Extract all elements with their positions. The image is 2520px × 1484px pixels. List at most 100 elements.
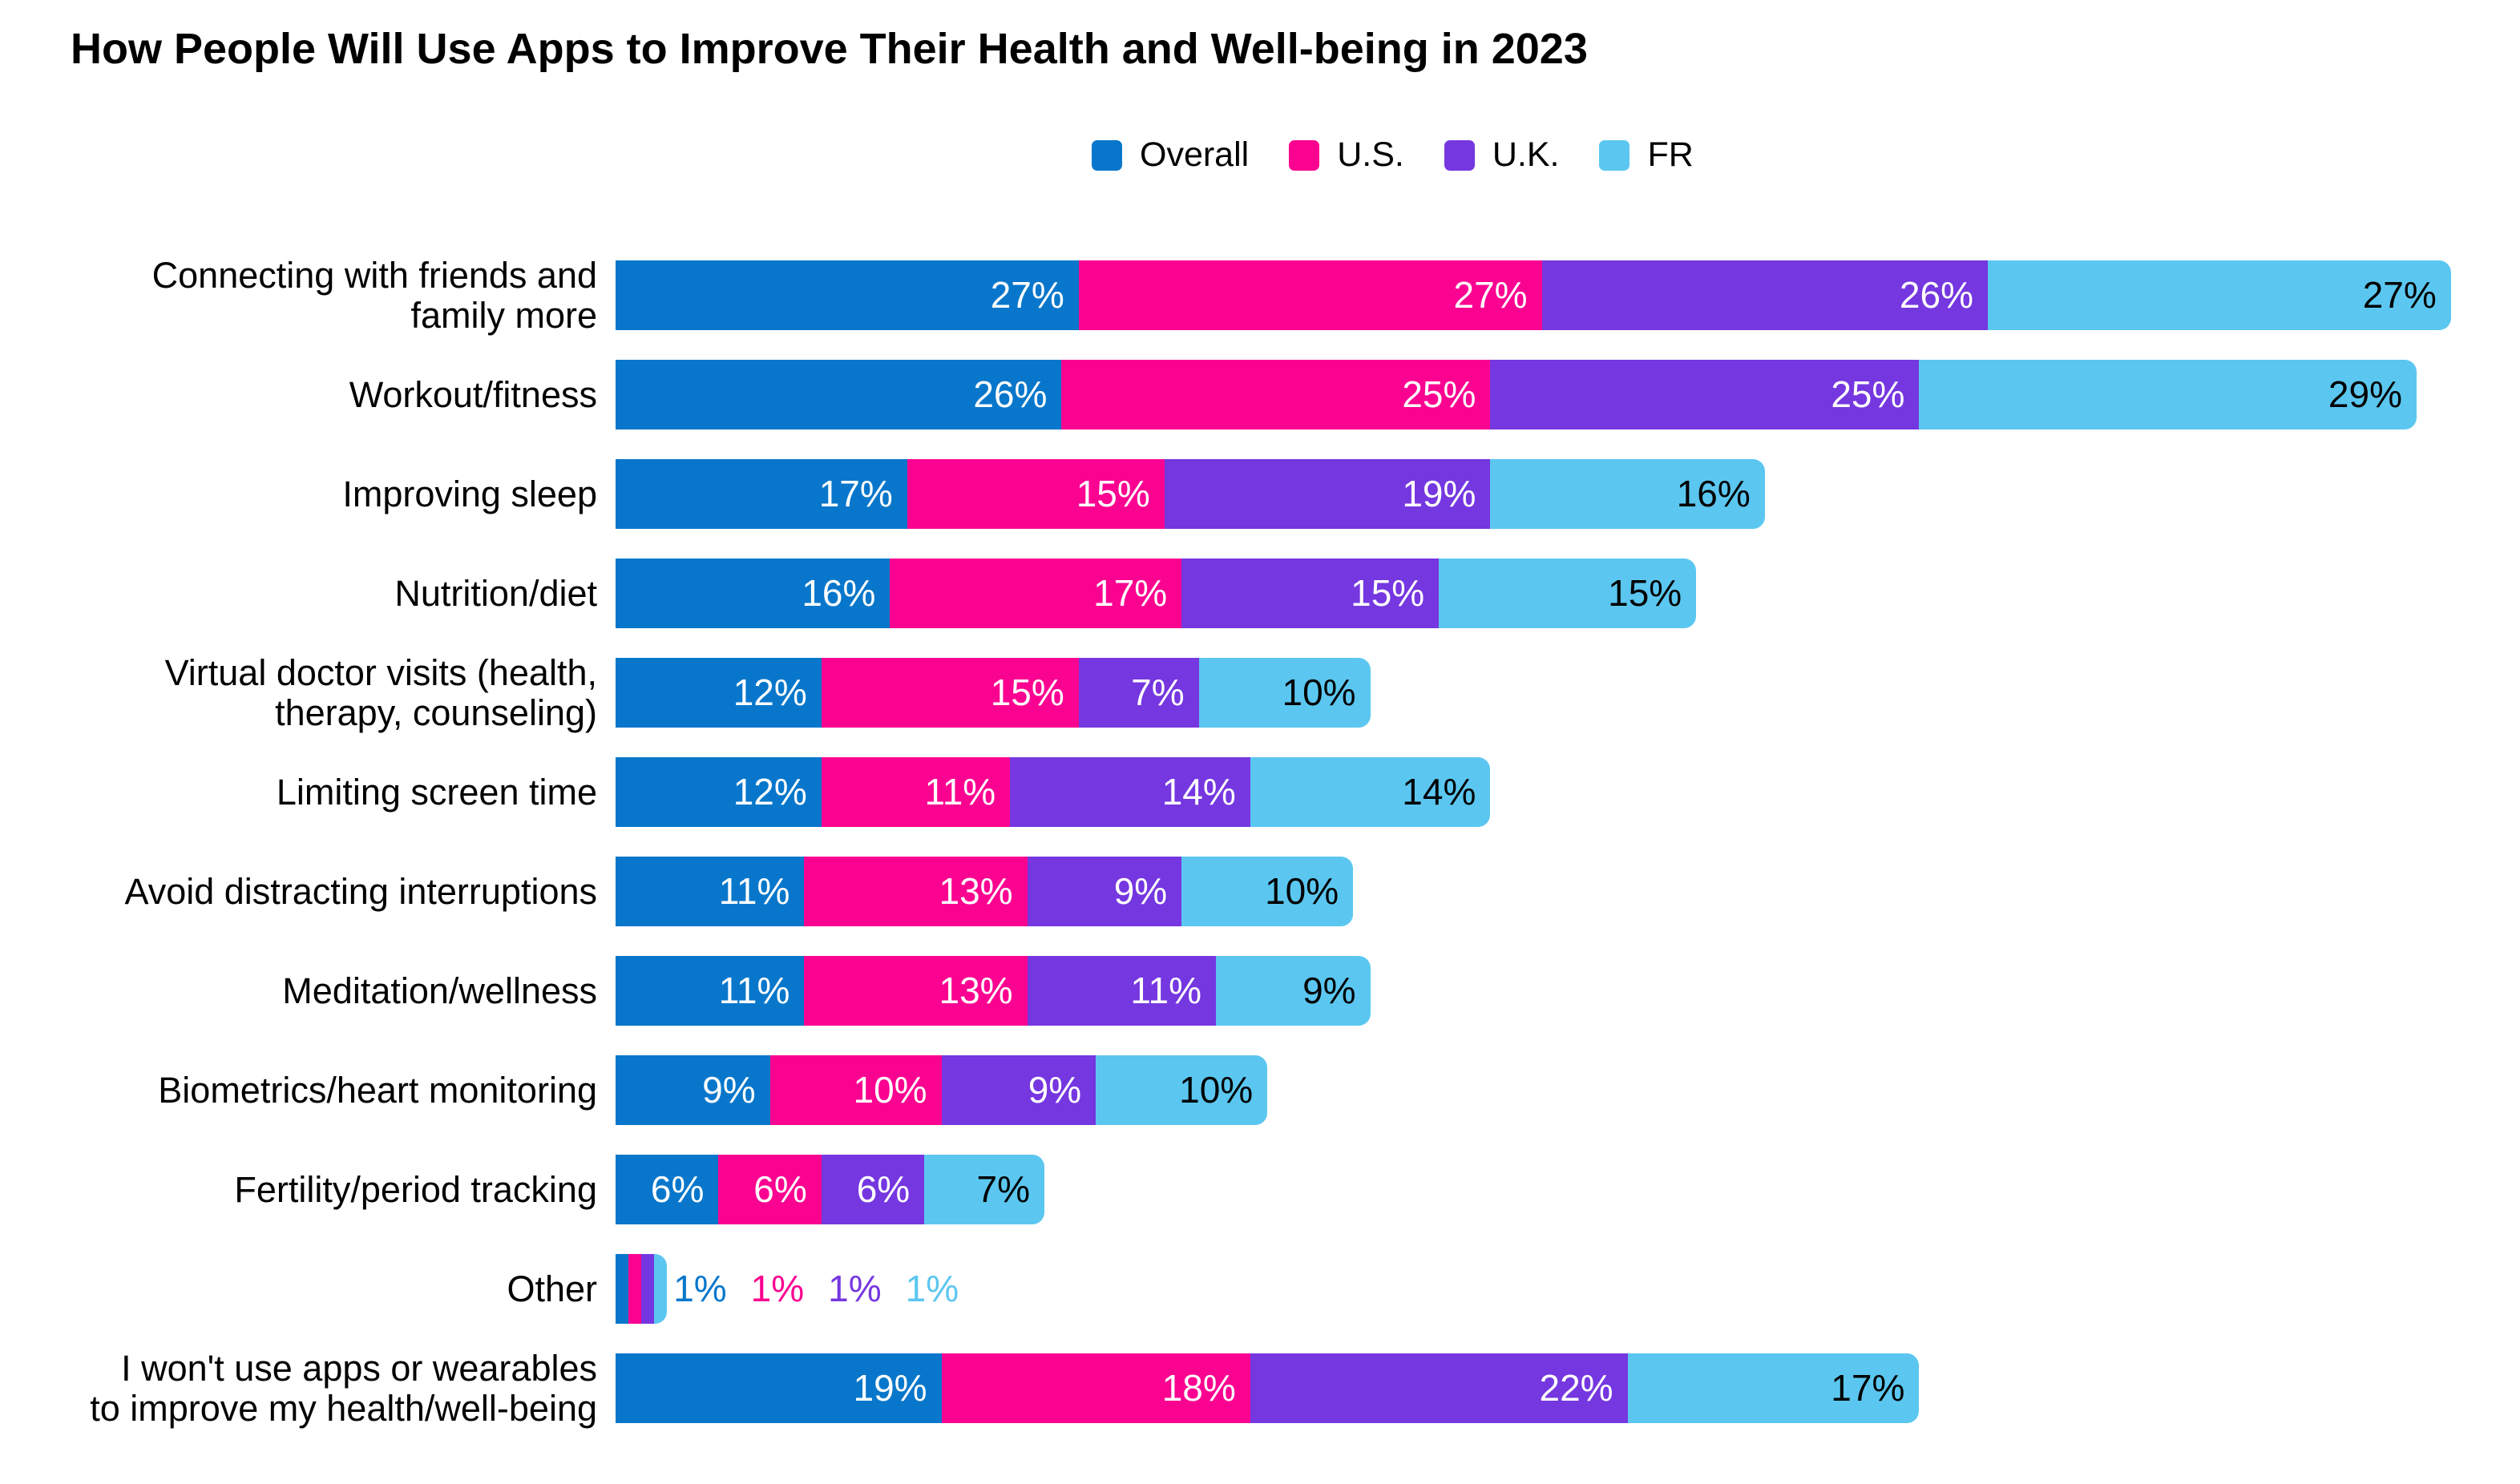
bar-segment-overall: 9% (616, 1055, 770, 1125)
stacked-bar: 12% 15% 7% 10% (616, 658, 1371, 728)
category-label: Fertility/period tracking (234, 1168, 597, 1210)
legend: Overall U.S. U.K. FR (1092, 138, 1694, 172)
bar-value-label: 25% (1402, 373, 1476, 415)
bar-value-label: 12% (733, 771, 807, 813)
legend-label-uk: U.K. (1492, 135, 1560, 174)
bar-segment-fr: 10% (1181, 857, 1354, 926)
bar-value-label: 15% (1608, 572, 1682, 614)
category-label: Other (507, 1268, 597, 1309)
stacked-bar: 11% 13% 9% 10% (616, 857, 1354, 926)
chart-row: Workout/fitness 26% 25% 25% 29% (0, 360, 2451, 429)
bar-value-label: 7% (976, 1168, 1030, 1210)
bar-value-label: 18% (1161, 1367, 1236, 1409)
bar-segment-overall: 12% (616, 658, 822, 728)
bar-value-label: 13% (939, 870, 1013, 912)
outside-value-labels: 1% 1% 1% 1% (673, 1254, 959, 1324)
bar-value-label: 25% (1831, 373, 1905, 415)
stacked-bar: 16% 17% 15% 15% (616, 559, 1697, 628)
bar-segment-u-k (641, 1254, 655, 1324)
bar-segment-fr: 7% (924, 1155, 1044, 1224)
bar-value-label: 16% (1676, 473, 1751, 514)
legend-swatch-uk-icon (1444, 139, 1475, 171)
bar-segment-u-s: 13% (804, 857, 1028, 926)
chart-row: Avoid distracting interruptions 11% 13% 9% 1… (0, 857, 2451, 926)
bar-segment-overall: 11% (616, 956, 805, 1026)
bar-value-label: 29% (2328, 373, 2402, 415)
bar-segment-fr (654, 1254, 668, 1324)
category-label: Limiting screen time (276, 771, 597, 813)
bar-segment-u-k: 9% (941, 1055, 1096, 1125)
bar-value-label: 9% (702, 1069, 756, 1111)
stacked-bar: 9% 10% 9% 10% (616, 1055, 1268, 1125)
category-label: Virtual doctor visits (health, therapy, … (164, 651, 597, 733)
bar-value-label: 12% (733, 671, 807, 713)
chart-row: Fertility/period tracking 6% 6% 6% 7% (0, 1155, 2451, 1224)
legend-label-fr: FR (1647, 135, 1694, 174)
bar-rows: Connecting with friends and family more 2… (0, 255, 2451, 1453)
bar-value-label: 6% (753, 1168, 807, 1210)
bar-value-label: 9% (1113, 870, 1168, 912)
bar-segment-fr: 17% (1627, 1353, 1920, 1423)
bar-value-label: 14% (1161, 771, 1236, 813)
chart-row: Improving sleep 17% 15% 19% 16% (0, 459, 2451, 529)
legend-item-us: U.S. (1289, 138, 1404, 172)
bar-value-label: 15% (1351, 572, 1425, 614)
category-label: Improving sleep (342, 473, 597, 514)
bar-value-label: 17% (1831, 1367, 1905, 1409)
bar-segment-u-s: 11% (821, 757, 1011, 827)
bar-value-label: 15% (1076, 473, 1150, 514)
bar-segment-u-k: 26% (1541, 260, 1988, 330)
category-label: Biometrics/heart monitoring (158, 1069, 597, 1111)
chart-row: Limiting screen time 12% 11% 14% 14% (0, 757, 2451, 827)
bar-segment-fr: 10% (1198, 658, 1371, 728)
bar-value-label: 17% (1093, 572, 1168, 614)
legend-swatch-overall-icon (1092, 139, 1122, 171)
bar-segment-overall: 27% (616, 260, 1079, 330)
bar-segment-u-k: 14% (1010, 757, 1250, 827)
bar-value-label: 16% (802, 572, 876, 614)
chart-row: Biometrics/heart monitoring 9% 10% 9% 10% (0, 1055, 2451, 1125)
legend-label-us: U.S. (1337, 135, 1404, 174)
stacked-bar: 27% 27% 26% 27% (616, 260, 2451, 330)
bar-value-label: 6% (650, 1168, 705, 1210)
bar-value-label: 22% (1539, 1367, 1613, 1409)
bar-segment-overall (616, 1254, 629, 1324)
bar-segment-fr: 9% (1215, 956, 1371, 1026)
outside-value-label-u-k: 1% (828, 1268, 882, 1309)
legend-swatch-us-icon (1289, 139, 1320, 171)
legend-item-fr: FR (1599, 135, 1694, 174)
category-label: Avoid distracting interruptions (124, 870, 597, 912)
category-label: Meditation/wellness (282, 970, 597, 1011)
bar-value-label: 14% (1402, 771, 1476, 813)
chart-title: How People Will Use Apps to Improve Thei… (71, 25, 1588, 73)
bar-value-label: 7% (1131, 671, 1185, 713)
bar-value-label: 10% (1265, 870, 1339, 912)
bar-value-label: 10% (1282, 671, 1356, 713)
legend-item-uk: U.K. (1444, 135, 1560, 174)
bar-segment-u-s: 15% (907, 459, 1165, 529)
bar-segment-fr: 27% (1987, 260, 2451, 330)
bar-value-label: 6% (856, 1168, 911, 1210)
outside-value-label-u-s: 1% (750, 1268, 805, 1309)
bar-segment-u-s: 25% (1061, 360, 1491, 429)
bar-segment-u-s: 17% (890, 559, 1182, 628)
bar-segment-overall: 17% (616, 459, 907, 529)
bar-value-label: 15% (990, 671, 1064, 713)
bar-segment-u-k: 22% (1250, 1353, 1628, 1423)
bar-segment-overall: 6% (616, 1155, 719, 1224)
bar-segment-u-k: 25% (1490, 360, 1920, 429)
category-label: Nutrition/diet (394, 572, 597, 614)
bar-segment-overall: 26% (616, 360, 1062, 429)
bar-segment-u-s: 10% (769, 1055, 942, 1125)
bar-segment-u-k: 6% (821, 1155, 925, 1224)
legend-label-overall: Overall (1140, 135, 1250, 174)
bar-value-label: 26% (973, 373, 1048, 415)
chart-row: Meditation/wellness 11% 13% 11% 9% (0, 956, 2451, 1026)
bar-segment-u-s (628, 1254, 642, 1324)
bar-value-label: 27% (2362, 274, 2437, 316)
bar-segment-u-s: 27% (1078, 260, 1542, 330)
chart-row: Virtual doctor visits (health, therapy, … (0, 652, 2451, 732)
bar-value-label: 11% (718, 970, 790, 1011)
stacked-bar: 17% 15% 19% 16% (616, 459, 1765, 529)
